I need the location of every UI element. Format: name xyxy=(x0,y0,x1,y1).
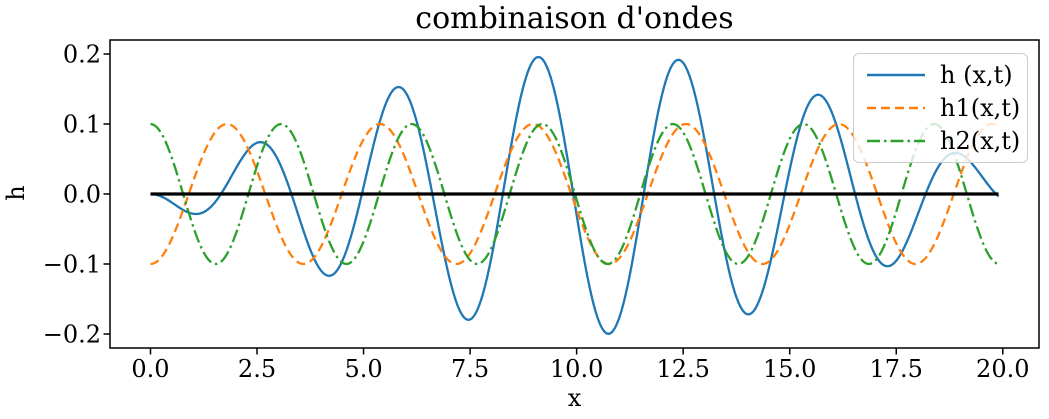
x-tick-label: 10.0 xyxy=(550,355,603,383)
legend: h (x,t) h1(x,t) h2(x,t) xyxy=(853,53,1028,163)
x-tick-label: 5.0 xyxy=(344,355,382,383)
y-tick-label: −0.1 xyxy=(43,251,101,279)
legend-label-h1: h1(x,t) xyxy=(940,93,1021,122)
chart-title: combinaison d'ondes xyxy=(415,1,734,36)
series-line-h1 xyxy=(150,122,1000,266)
legend-line-sample-h-icon xyxy=(867,74,925,77)
legend-entry-h: h (x,t) xyxy=(865,62,1019,88)
legend-line-sample-h1-icon xyxy=(867,106,925,110)
legend-entry-h1: h1(x,t) xyxy=(865,93,1021,122)
x-tick-label: 17.5 xyxy=(870,355,923,383)
x-tick-label: 15.0 xyxy=(763,355,816,383)
x-tick-label: 0.0 xyxy=(131,355,169,383)
y-tick-label: 0.2 xyxy=(63,41,101,69)
x-tick-label: 7.5 xyxy=(451,355,489,383)
y-tick-label: 0.1 xyxy=(63,111,101,139)
y-tick-label: 0.0 xyxy=(63,181,101,209)
y-axis-label: h xyxy=(2,185,30,201)
y-tick-label: −0.2 xyxy=(43,321,101,349)
legend-label-h2: h2(x,t) xyxy=(940,126,1021,155)
axes-box xyxy=(109,39,1040,349)
legend-line-sample-h2-icon xyxy=(867,139,925,142)
legend-label-h: h (x,t) xyxy=(940,61,1013,90)
x-tick-label: 12.5 xyxy=(656,355,709,383)
x-tick-label: 20.0 xyxy=(976,355,1029,383)
legend-entry-h2: h2(x,t) xyxy=(865,126,1021,155)
series-line-h2 xyxy=(150,122,999,266)
x-tick-label: 2.5 xyxy=(238,355,276,383)
x-axis-label: x xyxy=(567,384,582,412)
